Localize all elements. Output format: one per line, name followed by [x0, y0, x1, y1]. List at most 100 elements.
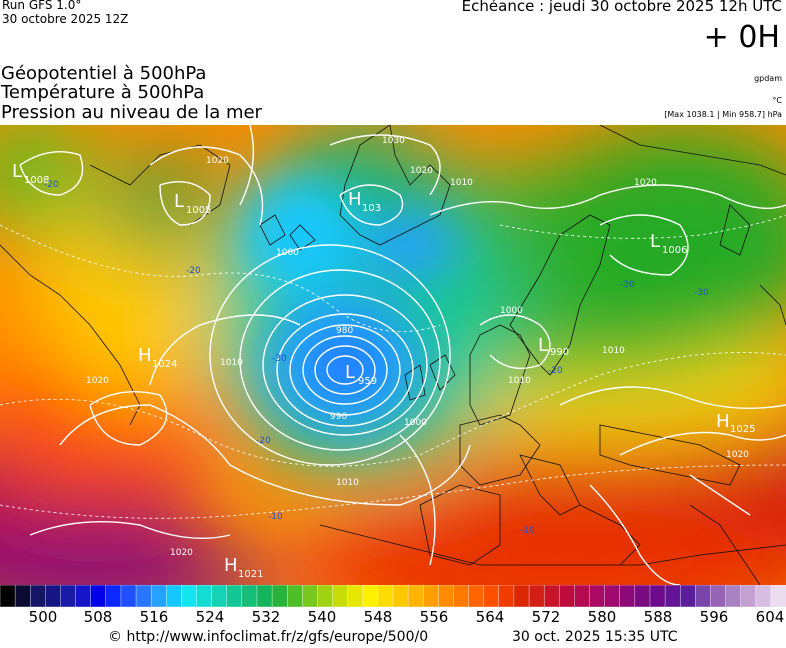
scale-cell: [392, 585, 409, 607]
scale-cell: [75, 585, 92, 607]
scale-tick: 500: [28, 608, 58, 626]
scale-cell: [423, 585, 439, 607]
isobar-label: 1030: [382, 136, 405, 146]
scale-cell: [574, 585, 591, 607]
scale-cell: [362, 585, 379, 607]
scale-tick: 556: [419, 608, 449, 626]
scale-cell: [211, 585, 228, 607]
scale-cell: [30, 585, 46, 607]
isotherm-label: -20: [186, 266, 201, 276]
scale-tick: 596: [699, 608, 729, 626]
isobars: [19, 125, 786, 585]
unit-temperature: °C: [772, 96, 782, 105]
color-scale: [0, 585, 786, 607]
isotherm-label: -30: [694, 288, 709, 298]
isobar-label: 1000: [404, 418, 427, 428]
scale-cell: [468, 585, 485, 607]
scale-cell: [0, 585, 16, 607]
title-temperature: Température à 500hPa: [1, 82, 205, 103]
isotherm-label: -30: [620, 280, 635, 290]
scale-cell: [226, 585, 243, 607]
pressure-center-type: H: [348, 189, 362, 210]
isobar-label: 1010: [336, 478, 359, 488]
title-pressure: Pression au niveau de la mer: [1, 102, 262, 123]
pressure-centers: L 1008 L 1005 H 103 L 1006 H 1024 L 959 …: [12, 161, 755, 580]
isobar-label: 1010: [220, 358, 243, 368]
scale-tick: 604: [755, 608, 785, 626]
isobar-label: 1010: [602, 346, 625, 356]
scale-cell: [196, 585, 213, 607]
scale-cell: [317, 585, 334, 607]
isotherm-labels: -20 -20 -30 -30 -20 -30 -20 -10 -10: [44, 180, 709, 536]
scale-tick: 516: [139, 608, 169, 626]
isobar-label: 1010: [450, 178, 473, 188]
run-label: Run GFS 1.0°: [2, 0, 82, 12]
generated-timestamp: 30 oct. 2025 15:35 UTC: [512, 629, 678, 645]
scale-cell: [120, 585, 137, 607]
scale-cell: [90, 585, 107, 607]
isotherm-label: -10: [520, 526, 535, 536]
scale-cell: [498, 585, 515, 607]
scale-cell: [770, 585, 786, 607]
pressure-center-value: 1005: [186, 205, 211, 216]
pressure-center-type: L: [538, 335, 548, 356]
isobar-label: 1020: [170, 548, 193, 558]
scale-cell: [543, 585, 560, 607]
pressure-center-type: L: [174, 191, 184, 212]
scale-tick: 532: [251, 608, 281, 626]
source-url: © http://www.infoclimat.fr/z/gfs/europe/…: [108, 629, 429, 645]
scale-cell: [407, 585, 424, 607]
pressure-center-value: 1006: [662, 245, 687, 256]
pressure-center-value: 1008: [24, 175, 49, 186]
scale-cell: [559, 585, 575, 607]
pressure-center-value: 1024: [152, 359, 177, 370]
isobar-label: 1020: [726, 450, 749, 460]
geopotential-field: [0, 125, 786, 585]
isotherms: [0, 214, 786, 519]
pressure-center-type: L: [345, 362, 355, 383]
scale-cell: [619, 585, 636, 607]
scale-cell: [166, 585, 182, 607]
isotherm-label: -10: [268, 512, 283, 522]
scale-cell: [241, 585, 258, 607]
scale-cell: [755, 585, 772, 607]
scale-tick: 524: [195, 608, 225, 626]
scale-tick: 564: [475, 608, 505, 626]
isobar-label: 1000: [500, 306, 523, 316]
scale-cell: [135, 585, 152, 607]
scale-cell: [105, 585, 122, 607]
scale-cell: [453, 585, 470, 607]
scale-cell: [483, 585, 500, 607]
scale-cell: [332, 585, 349, 607]
scale-cell: [710, 585, 727, 607]
weather-map: L 1008 L 1005 H 103 L 1006 H 1024 L 959 …: [0, 125, 786, 585]
isobar-labels: 1020 1010 1030 1020 1000 1000 980 990 10…: [86, 136, 749, 558]
isobar-label: 980: [336, 326, 353, 336]
isobar-label: 990: [330, 412, 347, 422]
isotherm-label: -30: [272, 354, 287, 364]
scale-cell: [513, 585, 530, 607]
scale-cell: [150, 585, 167, 607]
scale-cell: [528, 585, 545, 607]
scale-cell: [589, 585, 606, 607]
pressure-center-type: L: [12, 161, 22, 182]
lead-time-label: + 0H: [703, 20, 780, 55]
scale-tick: 540: [307, 608, 337, 626]
scale-cell: [649, 585, 666, 607]
scale-cell: [302, 585, 318, 607]
isobar-label: 1020: [410, 166, 433, 176]
pressure-center-type: L: [650, 231, 660, 252]
scale-cell: [347, 585, 364, 607]
pressure-center-value: 1025: [730, 424, 755, 435]
scale-cell: [377, 585, 394, 607]
isobar-label: 1000: [276, 248, 299, 258]
title-geopotential: Géopotentiel à 500hPa: [1, 63, 207, 84]
scale-cell: [271, 585, 288, 607]
scale-cell: [256, 585, 273, 607]
scale-tick: 580: [587, 608, 617, 626]
scale-tick: 508: [83, 608, 113, 626]
pressure-center-value: 959: [358, 376, 377, 387]
isotherm-label: -20: [548, 366, 563, 376]
unit-geopotential: gpdam: [754, 74, 782, 83]
pressure-center-value: 990: [550, 347, 569, 358]
